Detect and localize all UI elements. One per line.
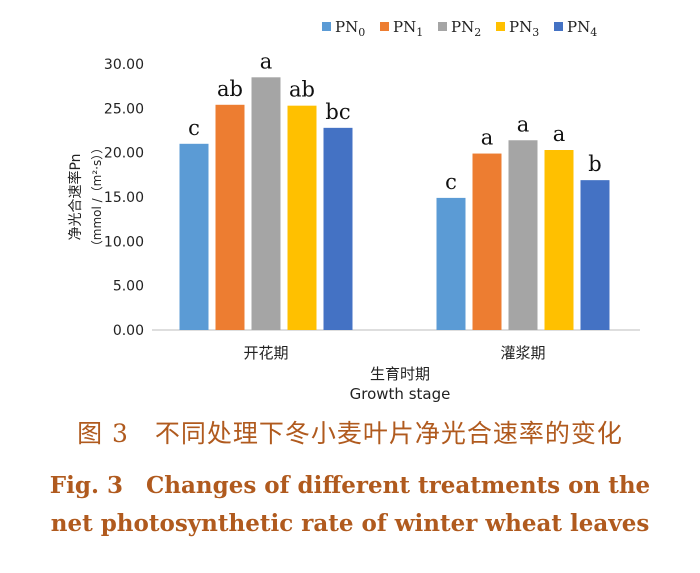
y-tick-label: 0.00 [113,323,144,339]
bar [436,197,466,330]
bar [179,143,209,330]
legend-swatch [496,22,505,31]
legend-swatch [322,22,331,31]
significance-letter: c [188,116,200,140]
legend-entry: PN1 [393,18,423,39]
y-tick-label: 30.00 [104,57,144,73]
bar [508,140,538,330]
figure-caption-zh: 图 3 不同处理下冬小麦叶片净光合速率的变化 [77,419,623,448]
legend-swatch [554,22,563,31]
significance-letter: a [517,112,530,136]
significance-letter: b [588,152,601,176]
significance-letter: ab [289,78,315,102]
bar [323,127,353,330]
legend-swatch [380,22,389,31]
y-axis-title-line2: （mmol /（m²·s）） [90,142,104,252]
bar [472,153,502,330]
bar [215,104,245,330]
y-tick-label: 5.00 [113,279,144,295]
bar [251,77,281,330]
legend-entry: PN0 [335,18,365,39]
y-axis-title-line1: 净光合速率Pn [67,153,84,240]
figure-caption-en-line1: Fig. 3 Changes of different treatments o… [49,472,651,499]
significance-letter: ab [217,77,243,101]
significance-letter: bc [325,100,350,124]
bar [287,105,317,330]
significance-letter: c [445,170,457,194]
x-category-label: 开花期 [243,344,288,362]
bar [580,180,610,330]
y-tick-label: 25.00 [104,101,144,117]
legend-swatch [438,22,447,31]
x-category-label: 灌浆期 [500,344,545,362]
y-tick-label: 15.00 [104,190,144,206]
bar-chart: 0.005.0010.0015.0020.0025.0030.00cabaabb… [67,18,640,403]
significance-letter: a [553,122,566,146]
legend-entry: PN2 [451,18,481,39]
y-tick-label: 10.00 [104,234,144,250]
y-tick-label: 20.00 [104,146,144,162]
significance-letter: a [260,49,273,73]
legend-entry: PN3 [509,18,539,39]
legend-entry: PN4 [567,18,597,39]
bar [544,150,574,330]
figure-caption-en-line2: net photosynthetic rate of winter wheat … [50,510,650,537]
x-axis-title-zh: 生育时期 [370,365,430,383]
x-axis-title-en: Growth stage [350,385,451,403]
significance-letter: a [481,126,494,150]
